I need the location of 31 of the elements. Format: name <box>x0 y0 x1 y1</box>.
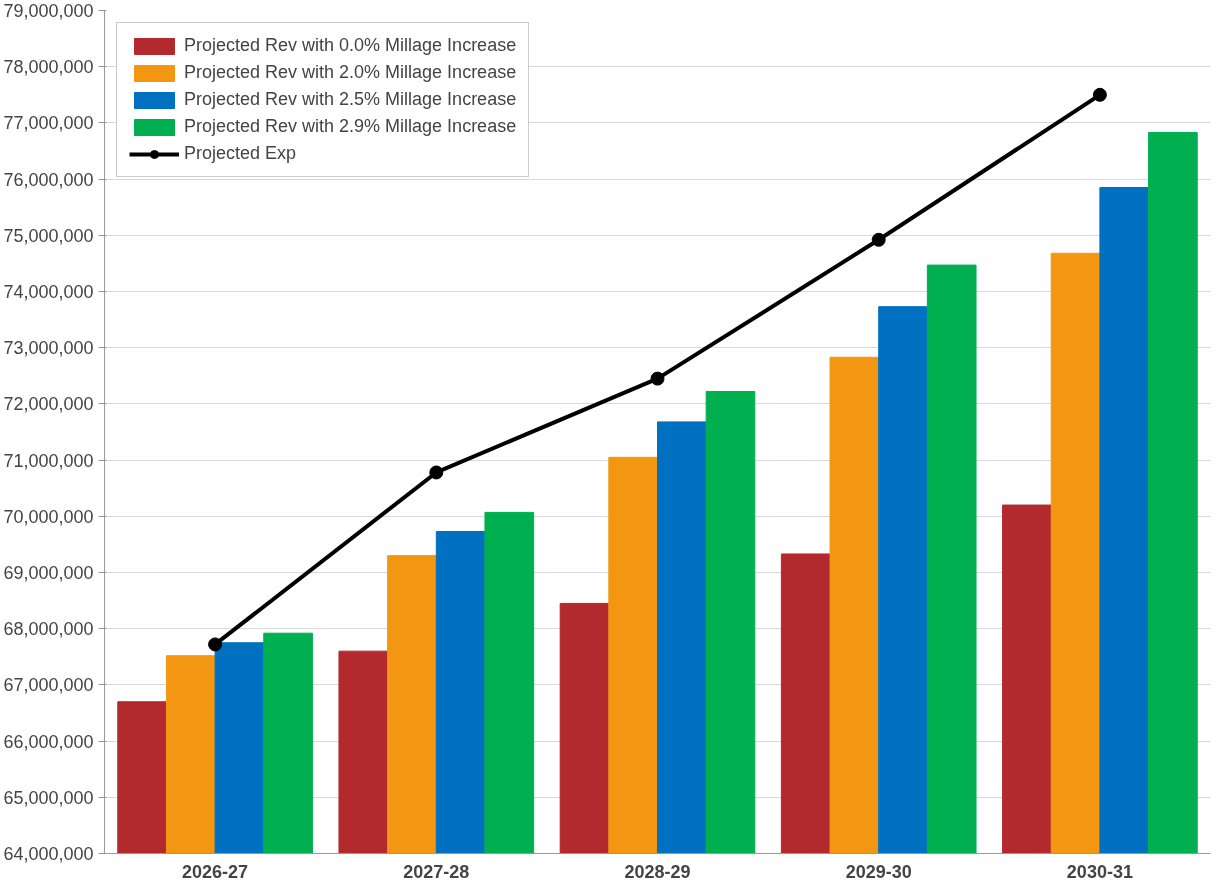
y-tick-label: 79,000,000 <box>3 1 94 21</box>
y-tick-label: 74,000,000 <box>3 282 94 302</box>
point <box>871 232 886 247</box>
y-tick-label: 70,000,000 <box>3 506 94 527</box>
point <box>429 465 444 480</box>
point <box>650 371 665 386</box>
y-tick-label: 72,000,000 <box>3 394 94 415</box>
y-tick-label: 69,000,000 <box>3 563 94 583</box>
point <box>208 637 223 652</box>
y-tick-label: 75,000,000 <box>3 225 94 246</box>
y-tick-label: 65,000,000 <box>3 787 94 808</box>
y-tick-label: 71,000,000 <box>3 450 94 471</box>
y-tick-label: 73,000,000 <box>3 338 94 359</box>
y-tick-label: 77,000,000 <box>3 113 94 134</box>
x-tick-label: 2030-31 <box>1066 861 1133 882</box>
legend-label: Projected Rev with 2.5% Millage Increase <box>184 89 517 110</box>
legend-label: Projected Rev with 2.9% Millage Increase <box>184 116 517 137</box>
legend-label: Projected Rev with 0.0% Millage Increase <box>184 35 517 56</box>
y-tick-label: 76,000,000 <box>3 169 94 190</box>
y-tick-label: 67,000,000 <box>3 675 94 696</box>
y-tick-label: 78,000,000 <box>3 57 94 78</box>
x-tick-label: 2028-29 <box>624 861 691 882</box>
x-tick-label: 2027-28 <box>403 861 470 882</box>
point <box>1092 87 1107 102</box>
y-tick-label: 64,000,000 <box>3 844 94 864</box>
y-tick-label: 66,000,000 <box>3 731 94 752</box>
legend-label: Projected Rev with 2.0% Millage Increase <box>184 62 517 83</box>
x-tick-label: 2029-30 <box>845 861 912 882</box>
x-tick-label: 2026-27 <box>182 861 249 882</box>
legend-label: Projected Exp <box>184 143 297 164</box>
y-tick-label: 68,000,000 <box>3 619 94 640</box>
